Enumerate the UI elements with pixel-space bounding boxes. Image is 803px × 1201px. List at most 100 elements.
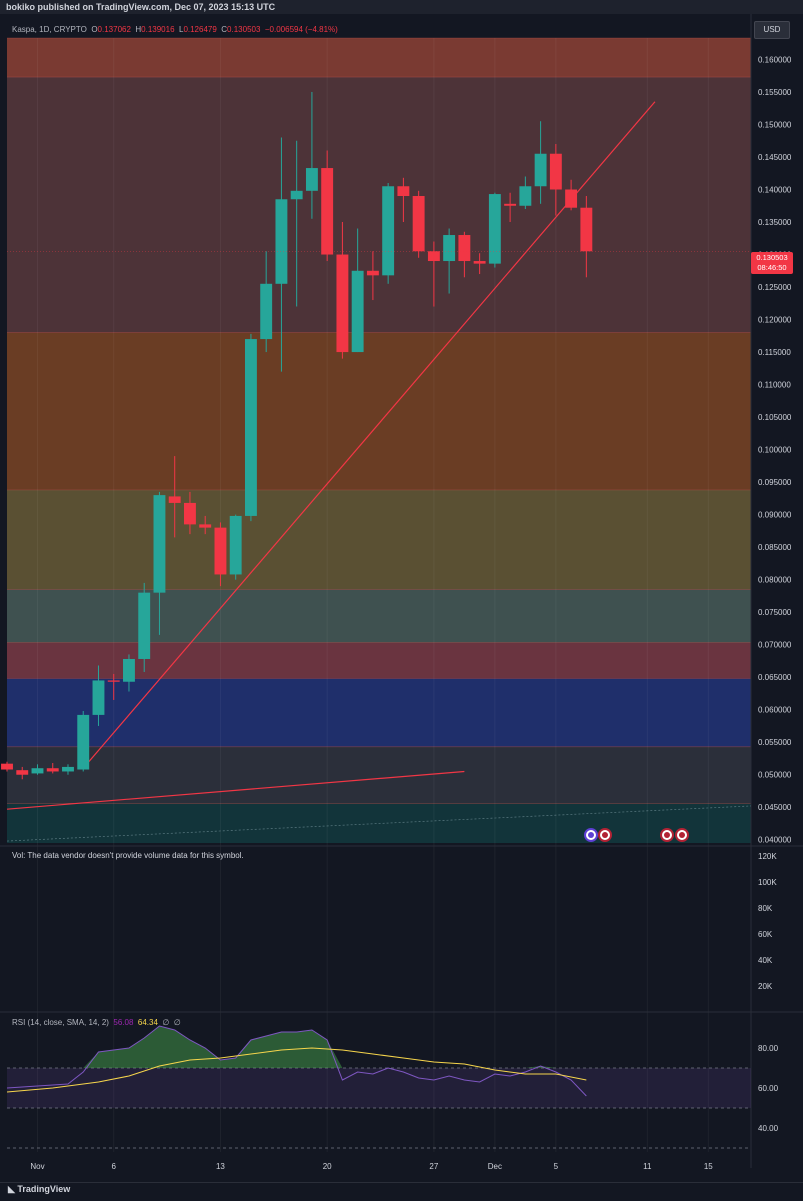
candle[interactable] <box>488 194 501 264</box>
tradingview-logo-icon: ◣ <box>8 1184 18 1194</box>
candle[interactable] <box>336 254 349 353</box>
price-tick-label: 0.065000 <box>758 673 792 682</box>
price-tick-label: 0.110000 <box>758 381 791 390</box>
symbol-name: Kaspa, 1D, CRYPTO <box>12 25 87 34</box>
candle[interactable] <box>473 261 486 264</box>
candle[interactable] <box>62 766 74 772</box>
candle[interactable] <box>138 592 151 659</box>
candle[interactable] <box>107 680 120 682</box>
price-tick-label: 0.145000 <box>758 153 792 162</box>
candle[interactable] <box>168 496 181 503</box>
high-value: 0.139016 <box>141 25 175 34</box>
candle[interactable] <box>275 199 288 284</box>
candle[interactable] <box>46 768 59 772</box>
symbol-legend: Kaspa, 1D, CRYPTO O0.137062 H0.139016 L0… <box>12 25 338 34</box>
price-tick-label: 0.135000 <box>758 218 792 227</box>
trendline[interactable] <box>6 770 465 810</box>
change-value: −0.006594 (−4.81%) <box>264 25 338 34</box>
price-tick-label: 0.060000 <box>758 706 792 715</box>
rsi-title: RSI (14, close, SMA, 14, 2) <box>12 1018 109 1027</box>
rsi-sma-line[interactable] <box>6 1047 587 1093</box>
candle[interactable] <box>16 770 29 775</box>
event-icons <box>584 828 689 842</box>
price-tick-label: 0.120000 <box>758 316 792 325</box>
candle[interactable] <box>77 714 90 770</box>
volume-tick-label: 60K <box>758 930 773 939</box>
candle[interactable] <box>504 203 517 206</box>
lightning-event-icon-dot <box>588 832 594 838</box>
candle[interactable] <box>458 235 471 262</box>
volume-tick-label: 20K <box>758 982 773 991</box>
zone-band <box>7 746 751 804</box>
candle[interactable] <box>290 190 303 200</box>
zones-layer <box>7 37 751 843</box>
candle[interactable] <box>397 186 410 197</box>
zone-band <box>7 77 751 333</box>
price-axis: 0.160000 0.155000 0.150000 0.145000 0.140000… <box>758 55 792 844</box>
candles-layer <box>1 91 751 780</box>
candle[interactable] <box>549 153 562 190</box>
candle[interactable] <box>580 207 593 252</box>
time-tick-label: 5 <box>554 1162 559 1171</box>
candle[interactable] <box>565 189 578 208</box>
rsi-tick-label: 40.00 <box>758 1124 779 1133</box>
candle[interactable] <box>351 270 364 353</box>
candle[interactable] <box>1 763 13 770</box>
price-tick-label: 0.055000 <box>758 738 792 747</box>
candle[interactable] <box>443 235 456 262</box>
price-tick-label: 0.085000 <box>758 543 792 552</box>
rsi-band <box>7 1068 751 1108</box>
price-tick-label: 0.115000 <box>758 348 791 357</box>
rsi-value: 56.08 <box>113 1018 134 1027</box>
candle[interactable] <box>366 270 379 276</box>
zone-band <box>7 489 751 590</box>
tradingview-logo[interactable]: ◣ TradingView <box>8 1184 71 1194</box>
bar-countdown: 08:46:50 <box>757 263 787 272</box>
price-tick-label: 0.070000 <box>758 641 792 650</box>
price-tick-label: 0.080000 <box>758 576 792 585</box>
rsi-line[interactable] <box>6 1025 587 1097</box>
volume-tick-label: 40K <box>758 956 773 965</box>
price-tick-label: 0.155000 <box>758 88 792 97</box>
price-tick-label: 0.160000 <box>758 55 792 64</box>
candle[interactable] <box>123 658 135 682</box>
rsi-sma-value: 64.34 <box>137 1018 158 1027</box>
candle[interactable] <box>199 524 212 528</box>
trendline[interactable] <box>82 101 656 769</box>
candle[interactable] <box>412 196 425 252</box>
candle[interactable] <box>260 283 273 340</box>
candle[interactable] <box>244 339 257 516</box>
rsi-tick-label: 80.00 <box>758 1044 779 1053</box>
dotted-trendline <box>6 805 752 842</box>
time-tick-label: 27 <box>429 1162 438 1171</box>
rsi-overbought-fill <box>7 1026 587 1068</box>
candle[interactable] <box>305 168 318 191</box>
low-value: 0.126479 <box>183 25 217 34</box>
price-tick-label: 0.090000 <box>758 511 792 520</box>
candle[interactable] <box>519 186 532 206</box>
candle[interactable] <box>184 502 196 525</box>
time-tick-label: 11 <box>643 1162 652 1171</box>
candle[interactable] <box>153 495 166 593</box>
time-tick-label: Dec <box>488 1162 502 1171</box>
price-tick-label: 0.045000 <box>758 803 792 812</box>
price-tick-label: 0.040000 <box>758 836 792 845</box>
us-flag-icon-dot <box>602 832 608 838</box>
trendline-layer <box>6 101 752 842</box>
time-tick-label: Nov <box>30 1162 44 1171</box>
currency-button[interactable]: USD <box>754 21 790 39</box>
candle[interactable] <box>31 768 44 774</box>
candle[interactable] <box>534 153 547 187</box>
candle[interactable] <box>427 251 440 262</box>
candle[interactable] <box>214 527 227 575</box>
grid-layer <box>0 14 803 1168</box>
candle[interactable] <box>382 186 395 276</box>
published-header: bokiko published on TradingView.com, Dec… <box>0 0 803 14</box>
time-tick-label: 15 <box>704 1162 713 1171</box>
candle[interactable] <box>229 515 242 575</box>
last-price-tag: 0.130503 08:46:50 <box>751 252 793 274</box>
zone-band <box>7 38 751 78</box>
candle[interactable] <box>321 168 334 255</box>
candle[interactable] <box>92 680 105 715</box>
